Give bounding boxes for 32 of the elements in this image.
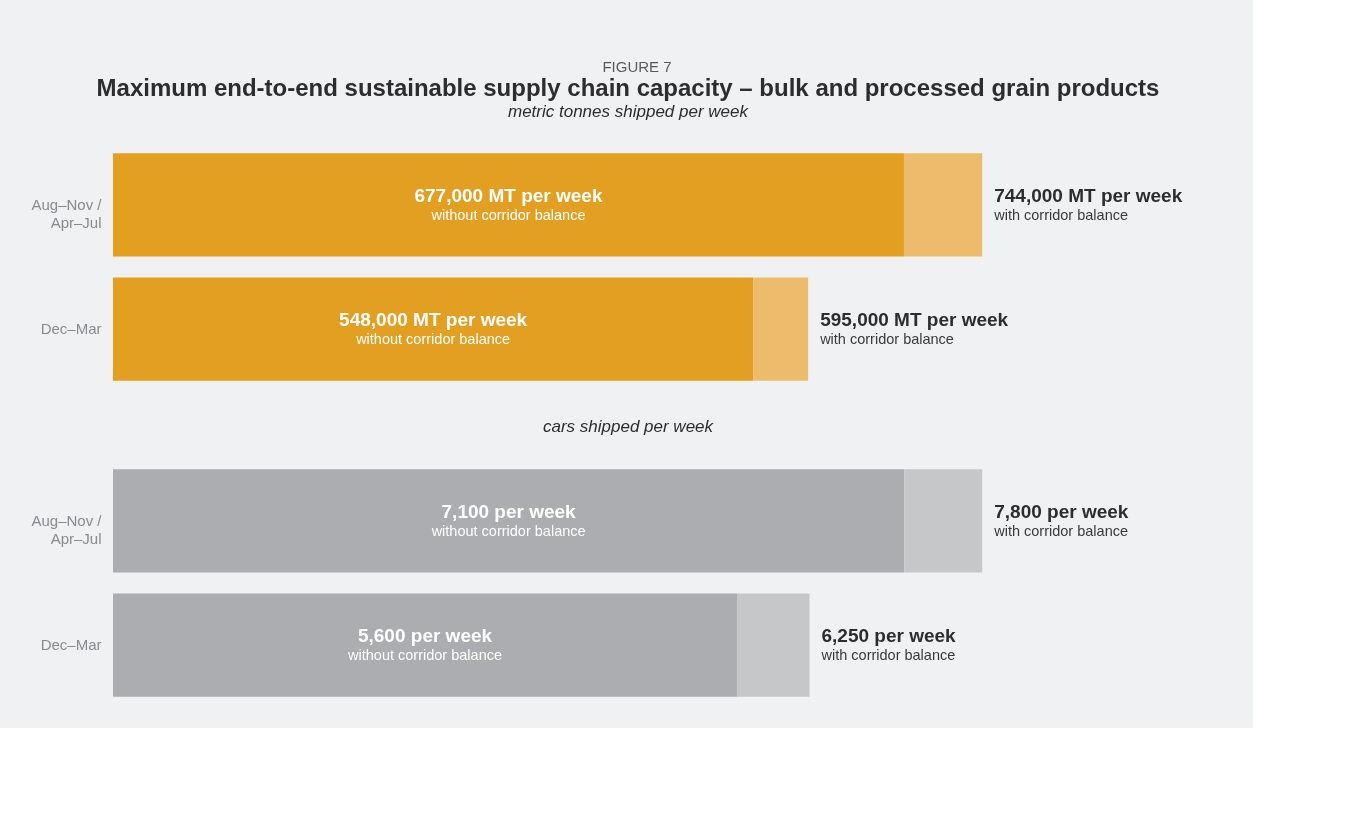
bar: [113, 277, 754, 381]
annotation: without corridor balance: [355, 331, 511, 348]
data-label: 548,000 MT per week: [339, 309, 528, 331]
caption: FIGURE 7: [602, 58, 672, 75]
annotation: with corridor balance: [820, 647, 956, 664]
data-label: 7,100 per week: [441, 500, 577, 522]
annotation: without corridor balance: [430, 206, 586, 223]
annotation: with corridor balance: [819, 331, 954, 348]
annotation: with corridor balance: [993, 206, 1129, 223]
annotation: with corridor balance: [993, 522, 1129, 539]
chart-subtitle: metric tonnes shipped per week: [507, 102, 750, 121]
chart-title: Maximum end-to-end sustainable supply chain capacity – bulk and processed grain products: [96, 74, 1160, 101]
bar: [113, 153, 904, 257]
y-tick-label: Aug–Nov / Apr–Jul: [31, 511, 103, 547]
data-label: 677,000 MT per week: [414, 184, 603, 206]
bar: [113, 593, 738, 697]
bar: [737, 593, 810, 697]
total-label: 6,250 per week: [821, 625, 957, 647]
annotation: without corridor balance: [430, 522, 586, 539]
data-label: 5,600 per week: [357, 625, 493, 647]
chart-subtitle: cars shipped per week: [542, 417, 715, 436]
bar: [113, 469, 905, 573]
total-label: 595,000 MT per week: [820, 309, 1009, 331]
y-tick-label: Dec–Mar: [40, 636, 102, 654]
bar: [903, 153, 983, 257]
y-tick-label: Dec–Mar: [40, 320, 102, 338]
annotation: without corridor balance: [347, 647, 503, 664]
bar: [753, 277, 809, 381]
y-tick-label: Aug–Nov / Apr–Jul: [31, 195, 103, 231]
bar: [904, 469, 983, 573]
total-label: 744,000 MT per week: [994, 184, 1183, 206]
total-label: 7,800 per week: [994, 500, 1129, 522]
